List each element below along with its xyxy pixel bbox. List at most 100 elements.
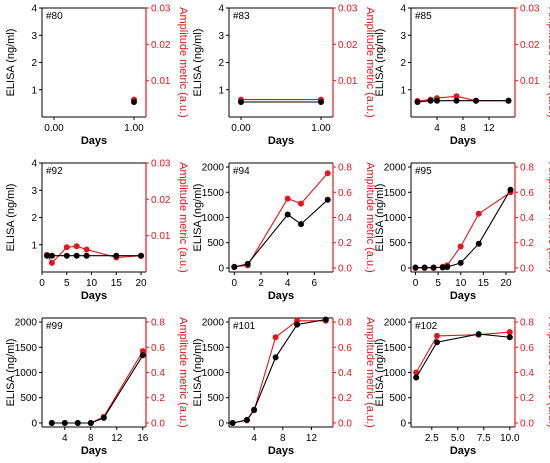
y-axis-label: ELISA (ng/ml) <box>192 29 204 97</box>
chart-panel-2: 1 2 3 4 0.01 0.02 0.03 0.00 1.00 Days ELISA (ng/ml… <box>192 4 376 148</box>
y-tick-label: 3 <box>400 31 406 42</box>
y2-tick-label: 0.2 <box>520 393 534 404</box>
y-tick-label: 0 <box>400 263 406 274</box>
y-axis-label: ELISA (ng/ml) <box>5 184 17 252</box>
y-tick-label: 1 <box>31 85 37 96</box>
y-tick-label: 3 <box>31 31 37 42</box>
elisa-data-point <box>322 316 329 323</box>
y-tick-label: 2000 <box>202 163 225 174</box>
panel-label: #102 <box>415 321 438 332</box>
elisa-data-point <box>63 252 70 259</box>
chart-panel-6: 0 500 1000 1500 2000 0.0 0.2 0.4 0.6 0.8 0 5 10 15 20 D… <box>374 162 550 302</box>
elisa-data-point <box>87 420 94 426</box>
y2-tick-label: 0.4 <box>151 368 165 379</box>
elisa-data-point <box>421 264 428 271</box>
y2-tick-label: 0.02 <box>338 40 358 51</box>
amplitude-data-point <box>73 243 80 250</box>
x-tick-label: 2.5 <box>425 433 439 444</box>
x-tick-label: 2 <box>258 278 264 289</box>
y-tick-label: 1000 <box>384 368 407 379</box>
y2-tick-label: 0.8 <box>151 318 165 329</box>
elisa-data-point <box>113 252 120 259</box>
y-tick-label: 2000 <box>202 318 225 329</box>
y-axis-label: ELISA (ng/ml) <box>5 29 17 97</box>
y2-tick-label: 0.03 <box>151 159 171 170</box>
amplitude-data-point <box>457 243 464 250</box>
y2-tick-label: 0.03 <box>338 4 358 15</box>
y-axis-label: ELISA (ng/ml) <box>374 29 386 97</box>
amplitude-data-point <box>272 334 279 341</box>
elisa-data-point <box>73 252 80 259</box>
y-tick-label: 0 <box>218 263 224 274</box>
y-tick-label: 3 <box>218 31 224 42</box>
amplitude-series-line <box>46 245 142 264</box>
elisa-data-point <box>238 99 244 105</box>
elisa-data-point <box>430 264 437 271</box>
y-tick-label: 1500 <box>202 188 225 199</box>
elisa-data-point <box>427 97 434 104</box>
x-tick-label: 10.0 <box>500 433 520 444</box>
y-tick-label: 1 <box>31 240 37 251</box>
elisa-data-point <box>298 221 304 228</box>
x-tick-label: 4 <box>62 433 68 444</box>
y2-tick-label: 0.4 <box>338 213 352 224</box>
y-axis-label: ELISA (ng/ml) <box>5 339 17 407</box>
y2-tick-label: 0.01 <box>520 76 540 87</box>
elisa-data-point <box>61 420 68 426</box>
amplitude-data-point <box>284 195 291 202</box>
y-axis-label: ELISA (ng/ml) <box>192 339 204 407</box>
y-tick-label: 0 <box>400 418 406 429</box>
x-tick-label: 0 <box>39 278 45 289</box>
x-tick-label: 0 <box>232 278 238 289</box>
elisa-data-point <box>475 331 482 338</box>
y-tick-label: 500 <box>20 393 37 404</box>
x-tick-label: 1.00 <box>124 123 144 134</box>
elisa-data-point <box>138 252 144 259</box>
amplitude-data-point <box>434 332 440 339</box>
x-tick-label: 4 <box>251 433 257 444</box>
elisa-data-point <box>83 252 90 259</box>
elisa-data-point <box>505 97 512 104</box>
y-tick-label: 1 <box>400 85 406 96</box>
x-axis-label: Days <box>81 445 107 457</box>
panel-label: #94 <box>233 166 250 177</box>
elisa-data-point <box>457 259 464 266</box>
elisa-data-point <box>139 352 146 359</box>
y-tick-label: 1000 <box>15 368 38 379</box>
y2-axis-label: Amplitude metric (a.u.) <box>177 162 189 273</box>
y2-axis-label: Amplitude metric (a.u.) <box>177 317 189 428</box>
x-axis-label: Days <box>450 445 476 457</box>
y-tick-label: 1 <box>218 85 224 96</box>
x-tick-label: 0.00 <box>231 123 251 134</box>
x-tick-label: 6 <box>312 278 318 289</box>
y2-tick-label: 0.02 <box>520 40 540 51</box>
y-tick-label: 2000 <box>384 318 407 329</box>
panel-label: #92 <box>46 166 63 177</box>
y-tick-label: 4 <box>31 4 37 15</box>
amplitude-data-point <box>48 259 55 266</box>
y2-tick-label: 0.02 <box>151 195 171 206</box>
y2-tick-label: 0.4 <box>338 368 352 379</box>
chart-panel-7: 0 500 1000 1500 2000 0.0 0.2 0.4 0.6 0.8 4 8 12 16 Day… <box>5 317 189 457</box>
y2-tick-label: 0.0 <box>338 263 352 274</box>
x-tick-label: 5 <box>64 278 70 289</box>
elisa-data-point <box>100 414 107 421</box>
y2-axis-label: Amplitude metric (a.u.) <box>546 317 550 428</box>
x-tick-label: 1.00 <box>311 123 331 134</box>
x-tick-label: 8 <box>88 433 94 444</box>
elisa-data-point <box>231 264 238 270</box>
x-tick-label: 8 <box>460 123 466 134</box>
elisa-data-point <box>244 260 251 267</box>
elisa-data-point <box>48 252 55 259</box>
y-axis-label: ELISA (ng/ml) <box>192 184 204 252</box>
x-axis-label: Days <box>450 135 476 147</box>
elisa-data-point <box>473 97 479 104</box>
y2-axis-label: Amplitude metric (a.u.) <box>177 7 189 118</box>
y-tick-label: 0 <box>31 418 37 429</box>
y2-tick-label: 0.4 <box>520 368 534 379</box>
x-tick-label: 0.00 <box>44 123 64 134</box>
y-tick-label: 2000 <box>384 163 407 174</box>
amplitude-data-point <box>63 244 70 251</box>
y2-tick-label: 0.0 <box>151 418 165 429</box>
elisa-series-line <box>415 333 510 378</box>
